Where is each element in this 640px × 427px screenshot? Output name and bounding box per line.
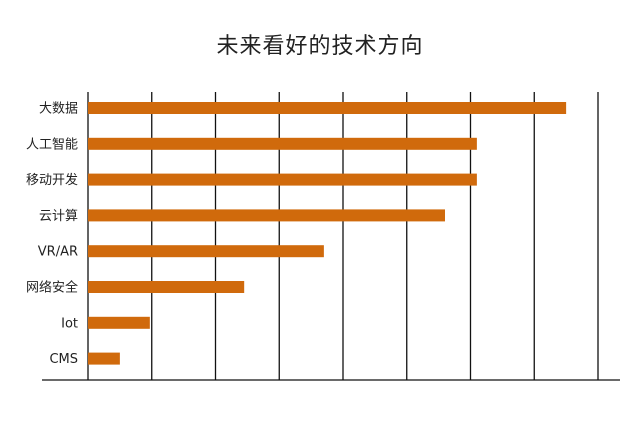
category-label-4: VR/AR — [38, 245, 78, 260]
bar-0 — [88, 102, 567, 114]
category-label-7: CMS — [49, 352, 78, 367]
bar-3 — [88, 209, 445, 222]
category-label-0: 大数据 — [39, 102, 78, 117]
category-label-2: 移动开发 — [26, 172, 78, 188]
bar-5 — [88, 281, 245, 293]
category-label-3: 云计算 — [39, 209, 78, 224]
bar-7 — [88, 352, 120, 365]
category-label-5: 网络安全 — [26, 280, 78, 296]
category-label-1: 人工智能 — [26, 137, 78, 152]
bar-2 — [88, 173, 477, 186]
bar-4 — [88, 245, 324, 258]
bar-6 — [88, 316, 150, 329]
category-label-6: Iot — [61, 316, 78, 331]
bar-1 — [88, 137, 477, 150]
chart-title: 未来看好的技术方向 — [216, 34, 424, 59]
